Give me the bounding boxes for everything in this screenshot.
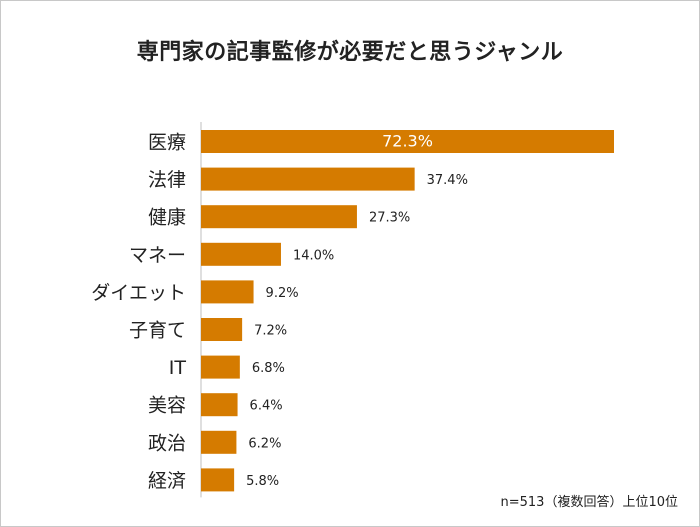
category-label: IT — [169, 357, 187, 379]
category-label: ダイエット — [91, 282, 186, 304]
value-label: 6.4% — [250, 399, 283, 414]
chart-title: 専門家の記事監修が必要だと思うジャンル — [136, 40, 564, 65]
value-label: 14.0% — [293, 248, 334, 263]
value-label: 9.2% — [266, 286, 299, 301]
value-label: 72.3% — [382, 132, 433, 151]
sample-note: n=513（複数回答）上位10位 — [500, 495, 679, 510]
bar — [201, 242, 281, 266]
bar — [201, 430, 237, 454]
category-label: 健康 — [148, 207, 186, 229]
bars-group: 医療 72.3% 法律 37.4% 健康 27.3% マネー 14.0% ダイエット 9.2% 子育… — [91, 130, 614, 492]
value-label: 6.8% — [252, 361, 285, 376]
category-label: 医療 — [148, 132, 186, 154]
bar — [201, 468, 235, 492]
bar — [201, 393, 238, 417]
bar — [201, 167, 415, 191]
category-label: 経済 — [148, 470, 186, 492]
value-label: 27.3% — [369, 211, 410, 226]
value-label: 6.2% — [248, 436, 281, 451]
value-label: 37.4% — [427, 173, 468, 188]
bar — [201, 205, 357, 229]
bar — [201, 318, 243, 341]
bar — [201, 130, 614, 153]
value-label: 5.8% — [246, 474, 279, 489]
value-label: 7.2% — [254, 324, 287, 339]
category-label: 美容 — [148, 395, 186, 417]
bar — [201, 280, 254, 304]
category-label: 法律 — [148, 169, 186, 191]
category-label: マネー — [129, 244, 186, 266]
category-label: 政治 — [148, 432, 186, 454]
bar — [201, 355, 240, 379]
category-label: 子育て — [129, 320, 186, 342]
